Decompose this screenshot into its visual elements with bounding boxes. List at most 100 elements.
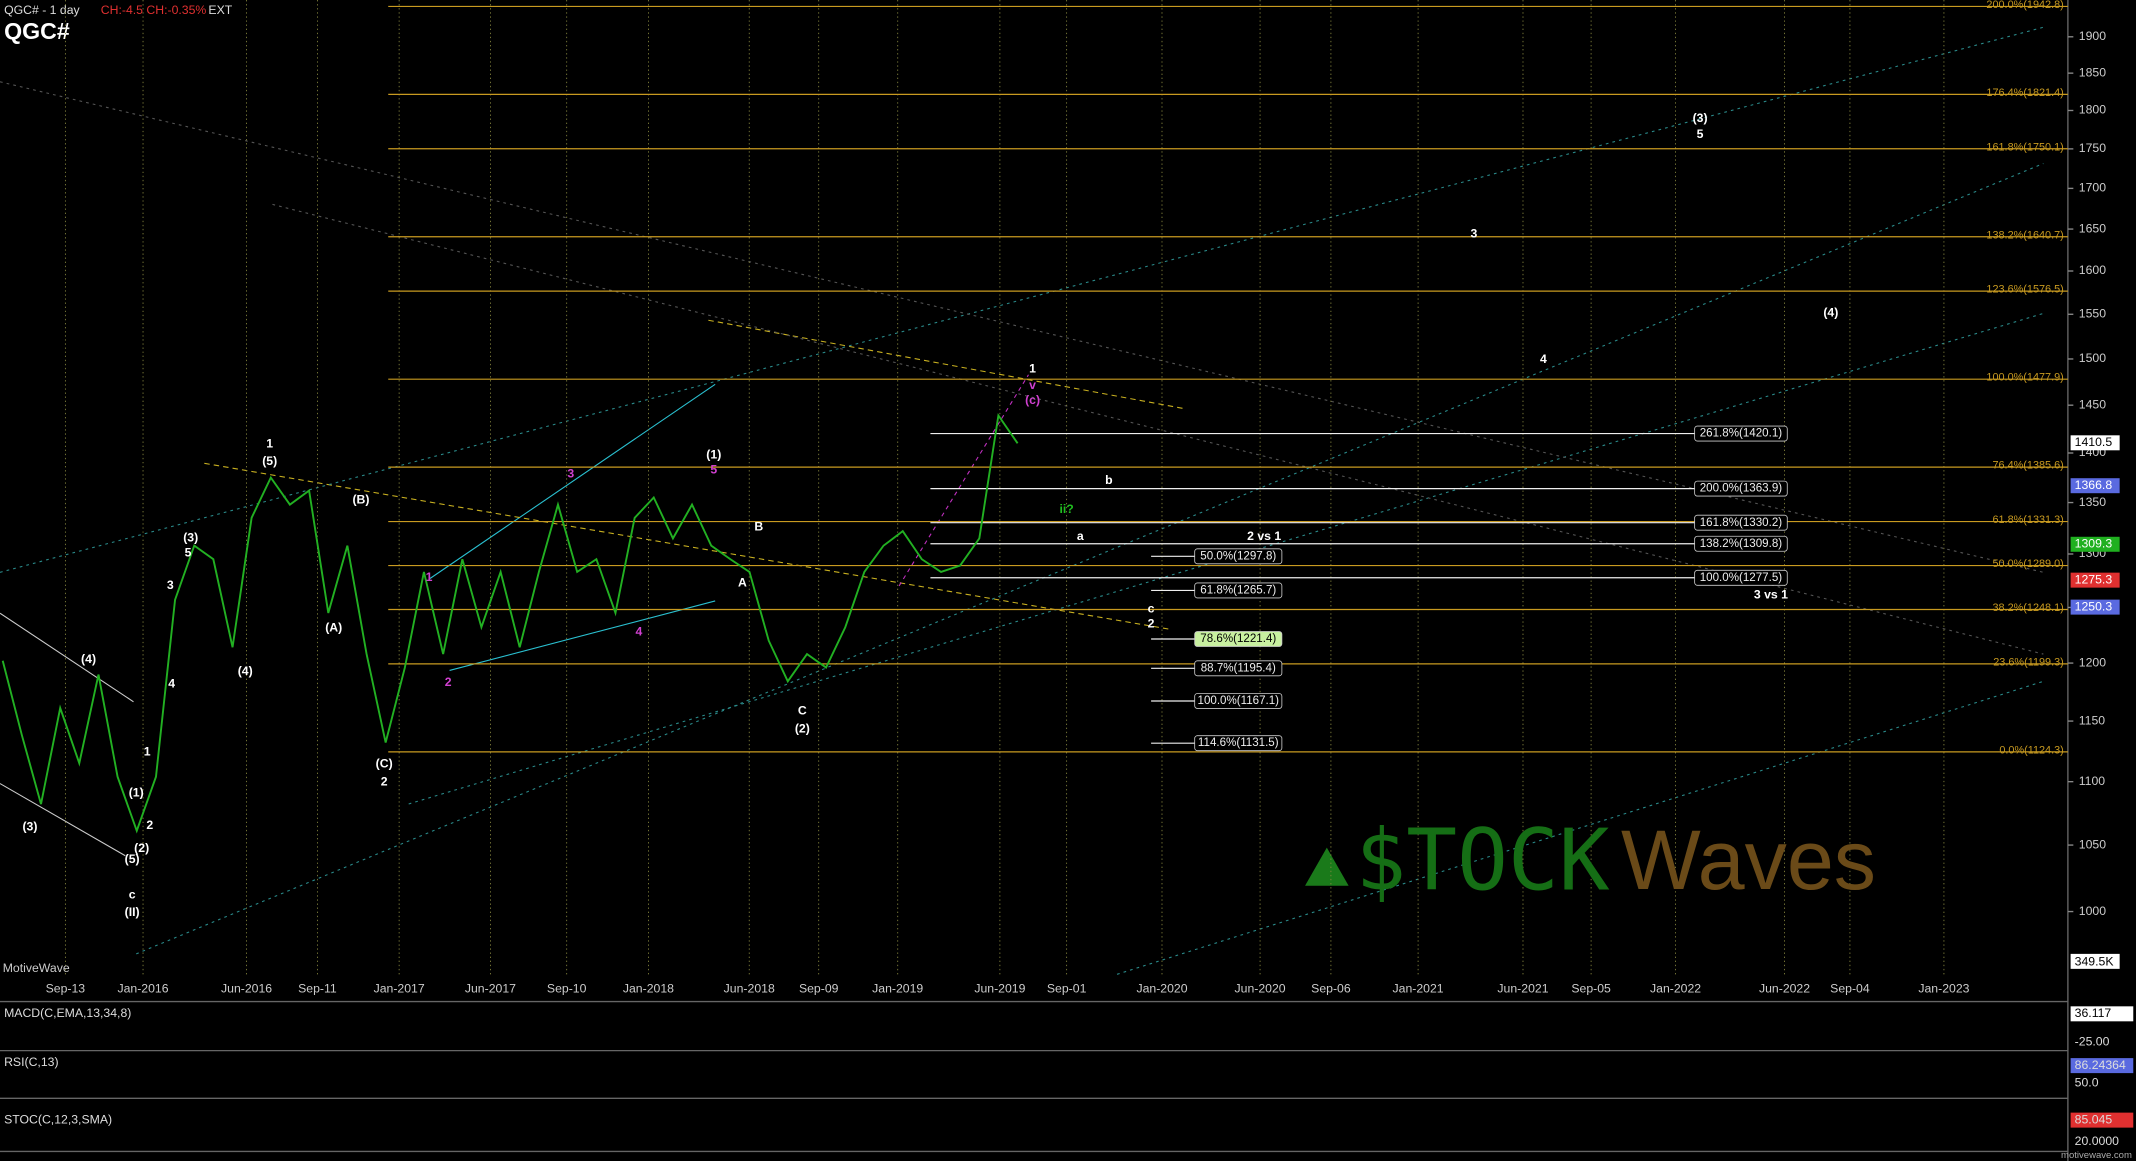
indicator-tag <box>2070 1075 2134 1091</box>
indicator-tag <box>2070 1134 2134 1150</box>
wave-label: (A) <box>325 620 342 634</box>
watermark-stock: $TOCK <box>1355 812 1609 910</box>
volume-tag <box>2070 953 2120 969</box>
wave-label: 4 <box>168 676 175 690</box>
wave-label: B <box>754 520 763 534</box>
y-tick-label: 1500 <box>2079 351 2106 365</box>
fib-label: 123.6%(1576.5) <box>1986 284 2063 296</box>
price-tag <box>2070 536 2120 552</box>
wave-label: 2 <box>146 818 153 832</box>
fib-label: 200.0%(1363.9) <box>1700 483 1783 495</box>
x-tick-label: Sep-11 <box>298 982 337 996</box>
change: CH:-4.5 CH:-0.35% <box>101 3 207 17</box>
fib-label: 88.7%(1195.4) <box>1201 662 1276 674</box>
y-tick-label: 1850 <box>2079 65 2106 79</box>
wave-label: (B) <box>352 492 369 506</box>
wave-label: (2) <box>134 841 149 855</box>
price-tag-label: 1366.8 <box>2075 478 2113 492</box>
x-tick-label: Jan-2017 <box>374 982 425 996</box>
wave-label: (4) <box>81 652 96 666</box>
x-tick-label: Sep-13 <box>46 982 86 996</box>
y-tick-label: 1100 <box>2079 774 2106 788</box>
wave-label: c <box>129 888 136 902</box>
wave-label: (3) <box>183 530 198 544</box>
x-tick-label: Jan-2016 <box>117 982 168 996</box>
wave-label: 3 <box>167 578 174 592</box>
wave-label: 3 <box>567 466 574 480</box>
wave-label: c <box>1148 601 1155 615</box>
fib-label: 200.0%(1942.8) <box>1986 0 2063 11</box>
watermark-logo <box>1305 847 1349 886</box>
indicator-name: STOC(C,12,3,SMA) <box>4 1112 112 1126</box>
price-tag <box>2070 435 2120 451</box>
volume-tag-label: 349.5K <box>2075 954 2115 968</box>
x-tick-label: Jun-2018 <box>724 982 775 996</box>
wave-label: 5 <box>710 462 717 476</box>
price-tag-label: 1309.3 <box>2075 537 2113 551</box>
price-tag-label: 1250.3 <box>2075 599 2113 613</box>
wave-label: 5 <box>185 545 192 559</box>
symbol-interval: QGC# - 1 day <box>4 3 80 17</box>
indicator-tag-label: 20.0000 <box>2075 1134 2119 1148</box>
indicator-name: MACD(C,EMA,13,34,8) <box>4 1006 131 1020</box>
wave-label: 1 <box>144 744 151 758</box>
x-tick-label: Jun-2022 <box>1759 982 1810 996</box>
y-tick-label: 1900 <box>2079 29 2106 43</box>
wave-label: (1) <box>706 447 721 461</box>
wave-label: (3) <box>22 819 37 833</box>
wave-label: 1 <box>1029 362 1036 376</box>
fib-label-box <box>1694 535 1788 552</box>
wave-label: 4 <box>635 625 642 639</box>
fib-label-box <box>1694 480 1788 497</box>
x-tick-label: Sep-01 <box>1047 982 1087 996</box>
x-tick-label: Jan-2019 <box>872 982 923 996</box>
y-tick-label: 1750 <box>2079 141 2106 155</box>
watermark-waves: Waves <box>1621 813 1876 907</box>
fib-label: 38.2%(1248.1) <box>1992 602 2063 614</box>
fib-label-box <box>1694 425 1788 442</box>
fib-label-box <box>1694 569 1788 586</box>
price-tag-label: 1410.5 <box>2075 435 2113 449</box>
indicator-tag-label: 36.117 <box>2075 1006 2112 1020</box>
y-tick-label: 1800 <box>2079 103 2106 117</box>
wave-label: 2 <box>445 675 452 689</box>
wave-label: 1 <box>266 436 273 450</box>
wave-label: (4) <box>1823 306 1838 320</box>
wave-label: 1 <box>426 570 433 584</box>
indicator-tag <box>2070 1034 2134 1050</box>
fib-label: 100.0%(1477.9) <box>1986 372 2063 384</box>
y-tick-label: 1350 <box>2079 495 2106 509</box>
price-tag <box>2070 478 2120 494</box>
y-tick-label: 1650 <box>2079 221 2106 235</box>
y-tick-label: 1150 <box>2079 713 2106 727</box>
x-tick-label: Sep-05 <box>1571 982 1611 996</box>
fib-label: 100.0%(1277.5) <box>1700 572 1783 584</box>
fib-label: 114.6%(1131.5) <box>1198 737 1279 749</box>
wave-label: C <box>798 704 807 718</box>
fib-label: 0.0%(1124.3) <box>1999 744 2063 756</box>
x-tick-label: Jan-2020 <box>1136 982 1187 996</box>
panels <box>0 0 2069 1161</box>
fib-label-box <box>1194 582 1283 599</box>
y-tick-label: 1700 <box>2079 181 2106 195</box>
indicator-tag-label: 50.0 <box>2075 1076 2099 1090</box>
x-tick-label: Jun-2016 <box>221 982 272 996</box>
fib-label: 78.6%(1221.4) <box>1200 633 1276 645</box>
x-tick-label: Jun-2021 <box>1497 982 1548 996</box>
fib-label: 138.2%(1640.7) <box>1986 229 2063 241</box>
fib-label-box <box>1194 631 1283 647</box>
wave-label: b <box>1105 473 1112 487</box>
wave-label: a <box>1077 529 1084 543</box>
x-tick-label: Sep-04 <box>1830 982 1870 996</box>
fib-label-box <box>1194 693 1283 709</box>
x-tick-label: Sep-10 <box>547 982 587 996</box>
symbol: QGC# <box>4 18 70 44</box>
wave-label: (2) <box>795 721 810 735</box>
wave-label: (4) <box>238 664 253 678</box>
wave-label: 5 <box>1697 127 1704 141</box>
fib-label: 161.8%(1750.1) <box>1986 141 2063 153</box>
wave-label: 3 <box>1471 227 1478 241</box>
fib-label: 161.8%(1330.2) <box>1700 517 1783 529</box>
